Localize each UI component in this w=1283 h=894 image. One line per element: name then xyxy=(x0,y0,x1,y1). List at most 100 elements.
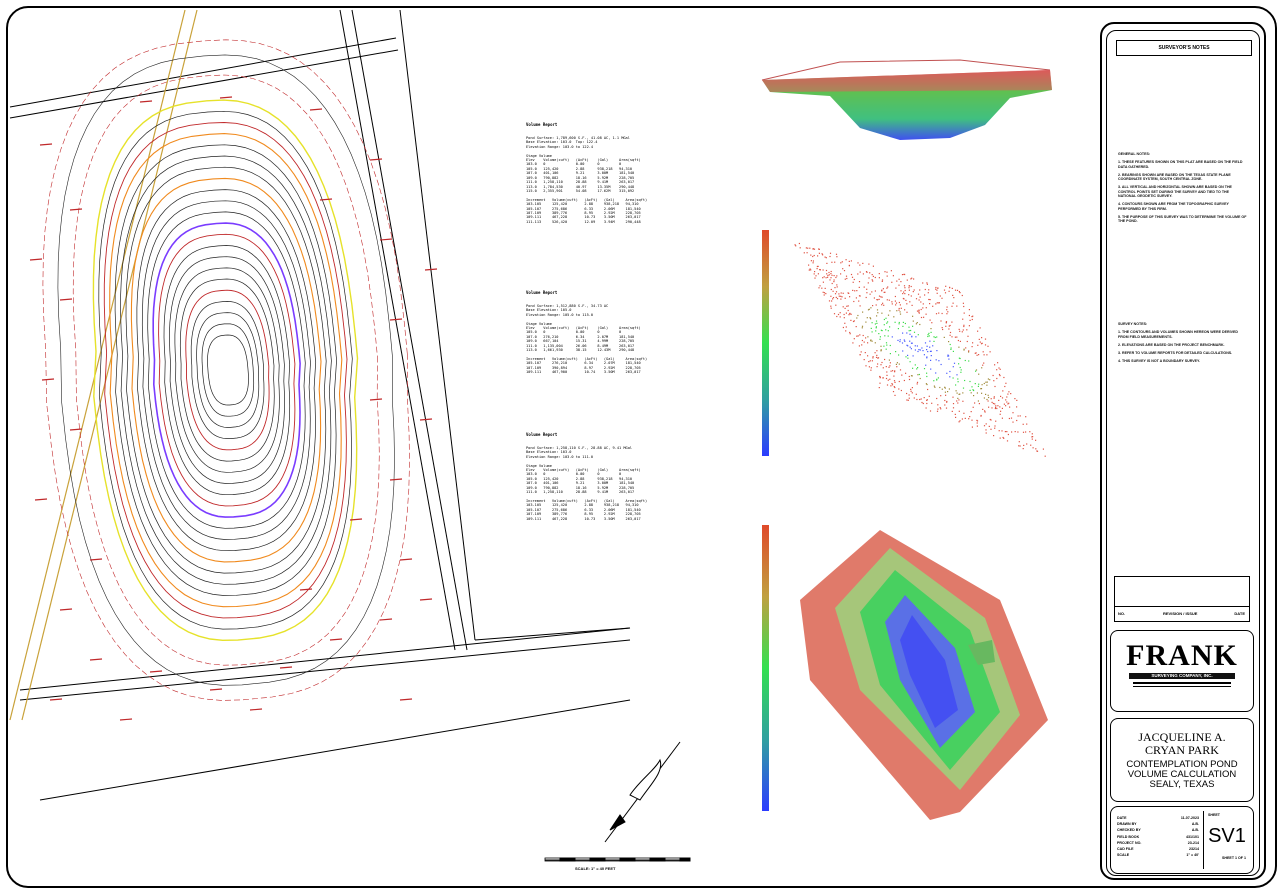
point-cloud-point xyxy=(858,345,860,347)
point-cloud-point xyxy=(926,375,928,378)
point-cloud-point xyxy=(881,296,883,298)
point-cloud-point xyxy=(918,299,920,301)
point-cloud-point xyxy=(1003,403,1005,405)
point-cloud-point xyxy=(952,377,954,379)
point-cloud-point xyxy=(810,260,812,262)
point-cloud-point xyxy=(819,285,821,287)
volume-report-line: 103.0 0 0.00 0 0 xyxy=(526,472,622,477)
point-cloud-point xyxy=(910,390,912,392)
point-cloud-point xyxy=(990,398,992,400)
point-cloud-point xyxy=(968,325,970,327)
point-cloud-point xyxy=(1004,385,1006,388)
point-cloud-point xyxy=(850,260,852,262)
point-cloud-point xyxy=(981,384,983,386)
point-cloud-point xyxy=(879,338,881,340)
point-cloud-point xyxy=(827,276,829,278)
point-cloud-point xyxy=(865,365,867,367)
point-cloud-point xyxy=(908,375,910,378)
contour-line xyxy=(152,222,301,518)
point-cloud-point xyxy=(866,317,868,319)
point-cloud-point xyxy=(978,338,980,340)
point-cloud-point xyxy=(887,314,890,316)
point-cloud-point xyxy=(880,345,882,347)
point-cloud-point xyxy=(879,382,881,384)
rev-date-header: DATE xyxy=(1234,611,1245,616)
point-cloud-point xyxy=(968,351,970,353)
point-cloud-point xyxy=(835,253,838,255)
point-cloud-point xyxy=(916,322,918,324)
point-cloud-point xyxy=(1019,415,1021,417)
point-cloud-point xyxy=(910,295,912,297)
point-cloud-point xyxy=(1003,376,1005,379)
point-cloud-point xyxy=(836,298,839,300)
point-cloud-point xyxy=(930,350,932,352)
point-cloud-point xyxy=(941,388,943,390)
point-cloud-point xyxy=(840,292,842,294)
point-cloud-point xyxy=(935,303,937,305)
point-cloud-point xyxy=(813,254,815,257)
point-cloud-point xyxy=(877,357,879,359)
point-cloud-point xyxy=(903,291,905,293)
point-cloud-point xyxy=(859,264,861,266)
point-cloud-point xyxy=(886,271,888,273)
point-cloud-point xyxy=(956,305,958,307)
point-cloud-point xyxy=(979,341,981,343)
point-cloud-point xyxy=(981,392,983,394)
point-cloud-point xyxy=(923,368,926,370)
point-cloud-point xyxy=(945,394,947,396)
point-cloud-point xyxy=(952,396,954,398)
spot-elevation-tick xyxy=(399,558,413,561)
point-cloud-point xyxy=(885,342,888,344)
point-cloud-point xyxy=(830,270,832,273)
contour-line xyxy=(72,74,380,666)
spot-elevation-tick xyxy=(249,708,263,711)
point-cloud-point xyxy=(911,336,913,338)
volume-report-line: 113.0 1,784,530 40.97 13.35M 290,448 xyxy=(526,184,635,189)
point-cloud-point xyxy=(810,269,812,271)
point-cloud-point xyxy=(806,252,808,254)
point-cloud-point xyxy=(992,374,994,377)
point-cloud-point xyxy=(818,252,820,254)
point-cloud-point xyxy=(880,329,882,331)
point-cloud-point xyxy=(959,420,961,422)
volume-report-3-title: Volume Report xyxy=(526,431,558,437)
point-cloud-point xyxy=(958,410,960,412)
point-cloud-point xyxy=(936,289,938,291)
info-row: CAD FILE 23214 xyxy=(1117,846,1199,852)
point-cloud-point xyxy=(952,366,954,368)
point-cloud-point xyxy=(958,393,960,395)
point-cloud-point xyxy=(997,362,999,364)
point-cloud-point xyxy=(937,408,939,410)
point-cloud-point xyxy=(826,273,828,275)
point-cloud-point xyxy=(917,293,920,295)
point-cloud-point xyxy=(984,338,987,340)
point-cloud-point xyxy=(976,419,978,421)
volume-report-1-body: Pond Surface: 1,789,600 S.F., 41.08 AC, … xyxy=(526,136,647,224)
point-cloud-point xyxy=(961,294,963,297)
point-cloud-point xyxy=(885,377,888,380)
point-cloud-point xyxy=(983,397,985,399)
spot-elevation-tick xyxy=(369,158,383,161)
point-cloud-point xyxy=(928,298,930,301)
point-cloud-point xyxy=(977,385,979,387)
volume-report-line: Elevation Range: 105.0 to 115.0 xyxy=(526,312,594,317)
point-cloud-point xyxy=(948,290,950,292)
drawing-info-rows: DATE 11-07-2023 DRAWN BY A.B. CHECKED BY A.B.… xyxy=(1117,815,1199,858)
general-notes: GENERAL NOTES: 1. THESE FEATURES SHOWN ON… xyxy=(1118,152,1248,228)
point-cloud-point xyxy=(875,326,877,328)
point-cloud-point xyxy=(866,271,868,273)
point-cloud-point xyxy=(992,402,994,405)
point-cloud-point xyxy=(1032,447,1034,449)
point-cloud-point xyxy=(923,354,925,356)
point-cloud-point xyxy=(833,313,836,315)
point-cloud-point xyxy=(1005,399,1007,401)
contour-line xyxy=(158,233,296,507)
point-cloud-point xyxy=(823,292,826,294)
point-cloud-point xyxy=(887,330,889,332)
point-cloud-point xyxy=(1042,448,1044,450)
point-cloud-point xyxy=(868,366,870,368)
point-cloud-point xyxy=(944,386,946,388)
point-cloud-point xyxy=(891,384,894,386)
point-cloud-point xyxy=(919,377,921,380)
